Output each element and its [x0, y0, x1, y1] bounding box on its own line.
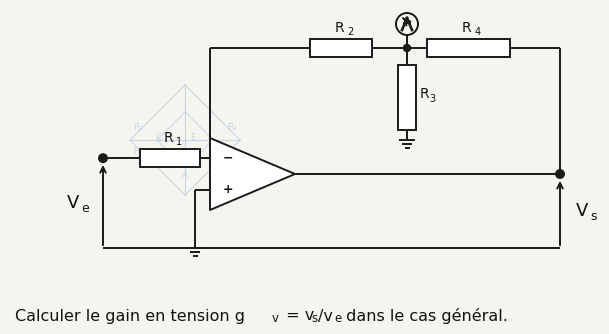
Text: R₄: R₄ — [227, 124, 237, 133]
Text: +: + — [223, 183, 233, 196]
Text: R: R — [462, 21, 471, 35]
Text: /v: /v — [318, 309, 333, 324]
Circle shape — [99, 154, 107, 162]
Text: C: C — [156, 134, 162, 143]
Text: v: v — [272, 312, 279, 325]
Text: dans le cas général.: dans le cas général. — [341, 308, 508, 324]
Text: Calculer le gain en tension g: Calculer le gain en tension g — [15, 309, 245, 324]
Text: V: V — [576, 202, 588, 220]
Text: s: s — [591, 209, 597, 222]
Text: e: e — [81, 201, 89, 214]
Bar — [140, 149, 200, 167]
Text: R: R — [420, 87, 429, 101]
Text: R₁: R₁ — [133, 124, 143, 133]
Text: A: A — [182, 170, 188, 179]
Circle shape — [404, 44, 410, 51]
Text: 1: 1 — [176, 137, 182, 147]
Text: R₄: R₄ — [227, 148, 237, 157]
Bar — [427, 39, 510, 57]
Text: −: − — [223, 152, 233, 165]
Text: = v: = v — [281, 309, 314, 324]
Text: R₃: R₃ — [133, 148, 143, 157]
Text: V: V — [67, 194, 79, 212]
Text: 4: 4 — [474, 27, 481, 37]
Text: R: R — [334, 21, 344, 35]
Circle shape — [556, 170, 564, 178]
Bar — [310, 39, 372, 57]
Text: 2: 2 — [347, 27, 353, 37]
Text: 3: 3 — [429, 94, 435, 104]
Bar — [398, 65, 416, 130]
Polygon shape — [210, 138, 295, 210]
Text: e: e — [334, 312, 341, 325]
Text: E: E — [190, 134, 196, 143]
Text: R: R — [163, 131, 173, 145]
Text: s: s — [311, 312, 317, 325]
